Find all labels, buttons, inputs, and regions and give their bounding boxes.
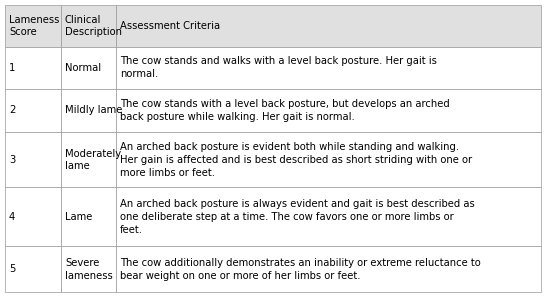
Text: 3: 3 — [9, 155, 15, 165]
Text: Normal: Normal — [65, 63, 101, 73]
Bar — [61, 132, 116, 187]
Text: The cow stands with a level back posture, but develops an arched
back posture wh: The cow stands with a level back posture… — [120, 99, 450, 122]
Bar — [5, 47, 61, 89]
Bar — [61, 247, 116, 292]
Text: 2: 2 — [9, 105, 15, 116]
Bar — [61, 89, 116, 132]
Bar — [5, 5, 61, 47]
Text: Clinical
Description: Clinical Description — [65, 15, 122, 37]
Text: Lameness
Score: Lameness Score — [9, 15, 60, 37]
Bar — [116, 47, 541, 89]
Text: Severe
lameness: Severe lameness — [65, 258, 112, 281]
Text: Moderately
lame: Moderately lame — [65, 148, 121, 171]
Text: Mildly lame: Mildly lame — [65, 105, 122, 116]
Text: An arched back posture is always evident and gait is best described as
one delib: An arched back posture is always evident… — [120, 199, 474, 235]
Bar — [61, 47, 116, 89]
Bar — [5, 187, 61, 247]
Text: 4: 4 — [9, 212, 15, 222]
Bar — [116, 5, 541, 47]
Bar — [61, 187, 116, 247]
Bar — [116, 247, 541, 292]
Bar — [5, 89, 61, 132]
Text: Assessment Criteria: Assessment Criteria — [120, 21, 220, 31]
Bar — [116, 187, 541, 247]
Text: The cow stands and walks with a level back posture. Her gait is
normal.: The cow stands and walks with a level ba… — [120, 56, 437, 79]
Text: Lame: Lame — [65, 212, 92, 222]
Bar — [5, 132, 61, 187]
Text: The cow additionally demonstrates an inability or extreme reluctance to
bear wei: The cow additionally demonstrates an ina… — [120, 258, 480, 281]
Bar — [5, 247, 61, 292]
Text: 1: 1 — [9, 63, 15, 73]
Bar — [61, 5, 116, 47]
Bar — [116, 89, 541, 132]
Bar — [116, 132, 541, 187]
Text: 5: 5 — [9, 264, 15, 274]
Text: An arched back posture is evident both while standing and walking.
Her gain is a: An arched back posture is evident both w… — [120, 142, 472, 178]
